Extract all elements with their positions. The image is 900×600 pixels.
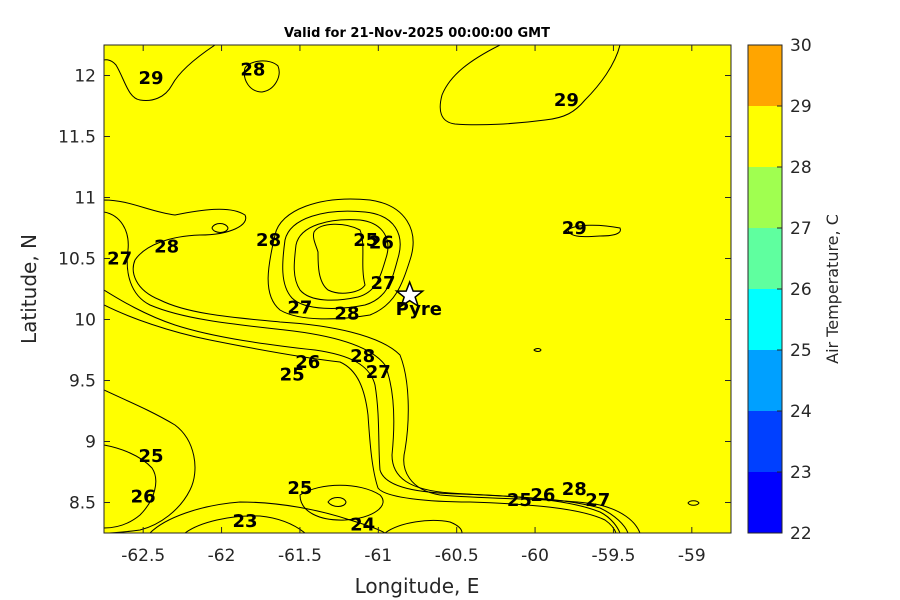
contour-label: 28 bbox=[562, 479, 587, 500]
contour-label: 28 bbox=[154, 236, 179, 257]
x-tick-label: -59.5 bbox=[591, 546, 635, 566]
colorbar-tick-label: 22 bbox=[790, 524, 812, 544]
field-28-29-northwest bbox=[104, 45, 216, 101]
contour-label: 23 bbox=[233, 511, 258, 532]
field-28-29-southeast-dot bbox=[687, 500, 700, 506]
contour-label: 28 bbox=[334, 303, 359, 324]
x-tick-label: -62 bbox=[208, 546, 236, 566]
contour-label: 27 bbox=[107, 249, 132, 270]
x-tick-label: -62.5 bbox=[121, 546, 165, 566]
field-22-24-south-edge bbox=[149, 501, 386, 533]
y-tick-label: 10.5 bbox=[58, 250, 96, 270]
field-27-28-north-patch bbox=[243, 60, 280, 93]
y-axis-ticks: 8.5 9 9.5 10 10.5 11 11.5 12 bbox=[58, 67, 731, 514]
contour-label: 28 bbox=[256, 230, 281, 251]
contour-label: 27 bbox=[366, 362, 391, 383]
colorbar-tick-label: 29 bbox=[790, 97, 812, 117]
colorbar-tick-label: 24 bbox=[790, 402, 812, 422]
y-tick-label: 9 bbox=[85, 433, 96, 453]
contour-label: 26 bbox=[530, 485, 555, 506]
field-25-26-west-dot bbox=[211, 223, 229, 233]
y-axis-label: Latitude, N bbox=[17, 234, 41, 344]
contour-label: 29 bbox=[562, 218, 587, 239]
field-25-26-west-band bbox=[104, 211, 629, 533]
colorbar-tick-label: 23 bbox=[790, 463, 812, 483]
contour-label: 26 bbox=[295, 352, 320, 373]
x-tick-label: -60.5 bbox=[435, 546, 479, 566]
contour-label: 25 bbox=[507, 490, 532, 511]
contour-label: 29 bbox=[138, 68, 163, 89]
field-24-25-south-patch bbox=[299, 484, 384, 521]
marker-label: Pyre bbox=[396, 299, 442, 320]
y-tick-label: 12 bbox=[74, 67, 96, 87]
field-27-28-east-dot bbox=[533, 348, 542, 352]
colorbar bbox=[748, 45, 782, 533]
colorbar-segment bbox=[748, 45, 782, 106]
field-25-26-south-dot bbox=[327, 497, 347, 507]
colorbar-tick-label: 26 bbox=[790, 280, 812, 300]
contour-label: 26 bbox=[131, 486, 156, 507]
contour-label: 28 bbox=[240, 59, 265, 80]
colorbar-label: Air Temperature, C bbox=[823, 214, 842, 364]
colorbar-segment bbox=[748, 350, 782, 411]
y-tick-label: 11.5 bbox=[58, 128, 96, 148]
field-26-27-central-ring bbox=[282, 210, 401, 309]
y-tick-label: 8.5 bbox=[69, 494, 96, 514]
x-tick-label: -61.5 bbox=[278, 546, 322, 566]
colorbar-ticks: 22 23 24 25 26 27 28 29 30 bbox=[777, 36, 812, 544]
colorbar-segment bbox=[748, 167, 782, 228]
contour-label: 25 bbox=[287, 478, 312, 499]
contour-label: 27 bbox=[585, 490, 610, 511]
location-marker: Pyre bbox=[394, 280, 442, 320]
colorbar-segment bbox=[748, 228, 782, 289]
y-tick-label: 10 bbox=[74, 311, 96, 331]
contour-label: 27 bbox=[370, 273, 395, 294]
star-icon bbox=[394, 280, 425, 308]
field-27-28-central-ring bbox=[267, 198, 414, 320]
contour-label: 24 bbox=[350, 514, 375, 535]
colorbar-segment bbox=[748, 106, 782, 167]
field-22-23-south-edge bbox=[184, 515, 306, 533]
x-tick-label: -61 bbox=[364, 546, 392, 566]
x-tick-label: -60 bbox=[521, 546, 549, 566]
field-25-26-west-lobe bbox=[104, 444, 157, 529]
contour-label: 29 bbox=[554, 90, 579, 111]
contour-label: 25 bbox=[138, 446, 163, 467]
map-title: Valid for 21-Nov-2025 00:00:00 GMT bbox=[284, 26, 550, 41]
colorbar-tick-label: 25 bbox=[790, 341, 812, 361]
x-axis-ticks: -62.5 -62 -61.5 -61 -60.5 -60 -59.5 -59 bbox=[121, 45, 706, 566]
colorbar-segment bbox=[748, 411, 782, 472]
y-tick-label: 9.5 bbox=[69, 372, 96, 392]
contour-label: 27 bbox=[287, 297, 312, 318]
contour-label: 26 bbox=[369, 233, 394, 254]
colorbar-tick-label: 27 bbox=[790, 219, 812, 239]
field-28-29-northeast bbox=[439, 45, 621, 126]
field-24-25-central-core bbox=[313, 223, 366, 294]
colorbar-tick-label: 30 bbox=[790, 36, 812, 56]
field-25-26-central-ring bbox=[293, 219, 389, 301]
field-27-28 bbox=[104, 45, 731, 533]
y-tick-label: 11 bbox=[74, 189, 96, 209]
contour-label: 25 bbox=[353, 230, 378, 251]
field-24-25-west-lobe bbox=[104, 389, 196, 533]
plot-frame bbox=[103, 44, 732, 534]
colorbar-tick-label: 28 bbox=[790, 158, 812, 178]
x-axis-label: Longitude, E bbox=[355, 574, 480, 598]
field-23-24-southeast-edge bbox=[384, 520, 463, 533]
field-24-25-west-band bbox=[104, 289, 621, 533]
contour-label: 25 bbox=[280, 364, 305, 385]
field-23-24-southwest bbox=[104, 304, 617, 533]
field-28-29-east-patch bbox=[567, 224, 621, 238]
colorbar-segment bbox=[748, 289, 782, 350]
field-26-27-west-band bbox=[104, 199, 641, 533]
contour-label: 28 bbox=[350, 346, 375, 367]
x-tick-label: -59 bbox=[678, 546, 706, 566]
colorbar-segment bbox=[748, 472, 782, 533]
